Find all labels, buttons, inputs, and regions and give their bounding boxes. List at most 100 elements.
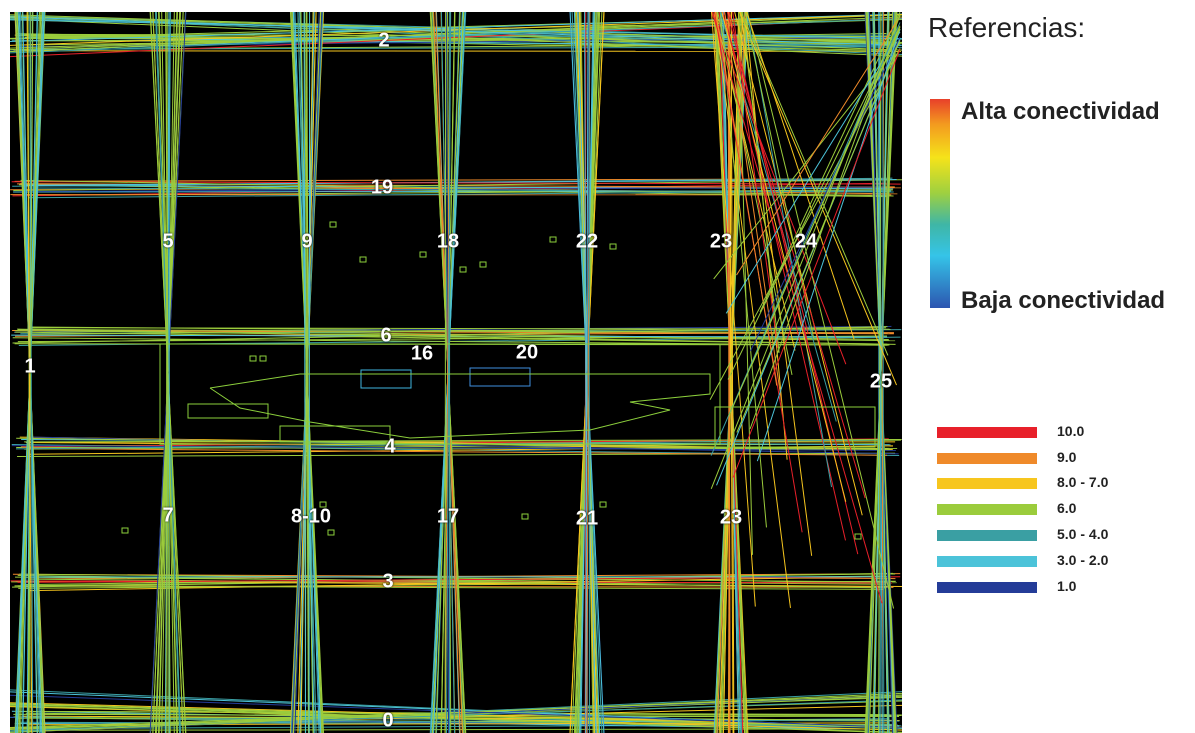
block-outline: [714, 406, 876, 448]
street-number: 5: [162, 230, 174, 253]
axial-line: [304, 12, 310, 733]
axial-line: [27, 12, 34, 733]
street-number: 19: [370, 176, 394, 199]
axial-line: [12, 337, 888, 346]
legend-class-label: 9.0: [1057, 449, 1077, 465]
axial-line: [746, 12, 855, 340]
connectivity-map: 2 19 5 9 18 22 23 24 6 16 20 1 25 4 7 8-…: [10, 12, 902, 733]
street-number: 3: [382, 570, 394, 593]
legend-class-5-4: 5.0 - 4.0: [937, 526, 1177, 544]
axial-line: [10, 704, 902, 728]
axial-line: [734, 12, 863, 516]
axial-line: [714, 12, 791, 608]
street-number: 2: [378, 29, 390, 52]
axial-line: [746, 12, 895, 609]
axial-line: [711, 12, 756, 607]
street-number: 0: [382, 709, 394, 732]
axial-line: [750, 36, 901, 352]
block-outline: [359, 256, 367, 263]
block-outline: [469, 367, 531, 387]
street-number: 4: [384, 435, 396, 458]
block-outline: [609, 243, 617, 250]
axial-line: [10, 694, 902, 728]
block-outline: [327, 529, 335, 536]
block-outline: [360, 369, 412, 389]
axial-line: [10, 13, 902, 43]
street-number: 1: [24, 355, 36, 378]
block-outline: [459, 266, 467, 273]
axial-line: [727, 25, 901, 380]
axial-line: [303, 12, 307, 733]
axial-line: [736, 16, 901, 276]
axial-line: [736, 40, 901, 433]
legend-title: Referencias:: [928, 12, 1086, 43]
axial-line: [28, 327, 886, 335]
legend-class-label: 5.0 - 4.0: [1057, 526, 1109, 542]
axial-line: [719, 12, 767, 528]
legend-class-6: 6.0: [937, 500, 1177, 518]
axial-line: [759, 12, 901, 313]
block-outline: [121, 527, 129, 534]
legend-swatch: [937, 556, 1037, 567]
block-outline: [319, 501, 327, 508]
block-outline: [329, 221, 337, 228]
legend-class-9: 9.0: [937, 449, 1177, 467]
axial-line: [732, 48, 901, 478]
axial-line: [10, 13, 902, 46]
axial-line: [721, 12, 847, 502]
axial-line: [738, 12, 897, 386]
axial-line: [742, 12, 780, 353]
axial-line: [715, 12, 778, 386]
block-outline: [599, 501, 607, 508]
block-outline: [249, 355, 257, 362]
block-outline: [159, 343, 721, 445]
axial-line: [306, 12, 310, 733]
map-lines: [10, 12, 902, 733]
block-outline: [549, 236, 557, 243]
plaza-outline: [209, 373, 711, 439]
axial-line: [728, 28, 901, 417]
street-number: 23: [709, 230, 733, 253]
legend-class-label: 10.0: [1057, 423, 1085, 439]
block-outline: [854, 533, 862, 540]
legend-class-label: 1.0: [1057, 578, 1077, 594]
block-outline: [259, 355, 267, 362]
street-number: 9: [301, 230, 313, 253]
block-outline: [479, 261, 487, 268]
axial-line: [29, 12, 34, 733]
axial-line: [10, 14, 902, 53]
axial-line: [17, 328, 896, 345]
axial-line: [15, 330, 896, 342]
street-number: 17: [436, 505, 460, 528]
street-number: 20: [515, 341, 539, 364]
axial-line: [709, 48, 901, 401]
legend-swatch: [937, 478, 1037, 489]
legend-class-8-7: 8.0 - 7.0: [937, 474, 1177, 492]
axial-line: [26, 12, 33, 733]
axial-line: [710, 15, 901, 489]
street-number: 25: [869, 370, 893, 393]
axial-line: [444, 12, 447, 733]
street-number: 18: [436, 230, 460, 253]
block-outline: [187, 403, 269, 419]
axial-line: [165, 12, 168, 733]
axial-line: [728, 12, 731, 733]
axial-line: [725, 31, 901, 314]
street-number: 8-10: [290, 505, 332, 528]
street-number: 24: [794, 230, 818, 253]
axial-line: [738, 12, 753, 555]
axial-line: [711, 12, 883, 604]
legend-class-label: 3.0 - 2.0: [1057, 552, 1109, 568]
axial-line: [878, 12, 882, 733]
legend-class-label: 8.0 - 7.0: [1057, 474, 1109, 490]
street-number: 21: [575, 507, 599, 530]
block-outline: [419, 251, 427, 258]
legend-class-1: 1.0: [937, 578, 1177, 596]
axial-line: [721, 12, 866, 499]
street-number: 16: [410, 342, 434, 365]
legend-class-3-2: 3.0 - 2.0: [937, 552, 1177, 570]
low-connectivity-label: Baja conectividad: [961, 287, 1166, 314]
legend-swatch: [937, 582, 1037, 593]
legend-panel: Referencias: Alta conectividad Baja cone…: [905, 0, 1195, 733]
connectivity-gradient-bar: [930, 99, 950, 308]
